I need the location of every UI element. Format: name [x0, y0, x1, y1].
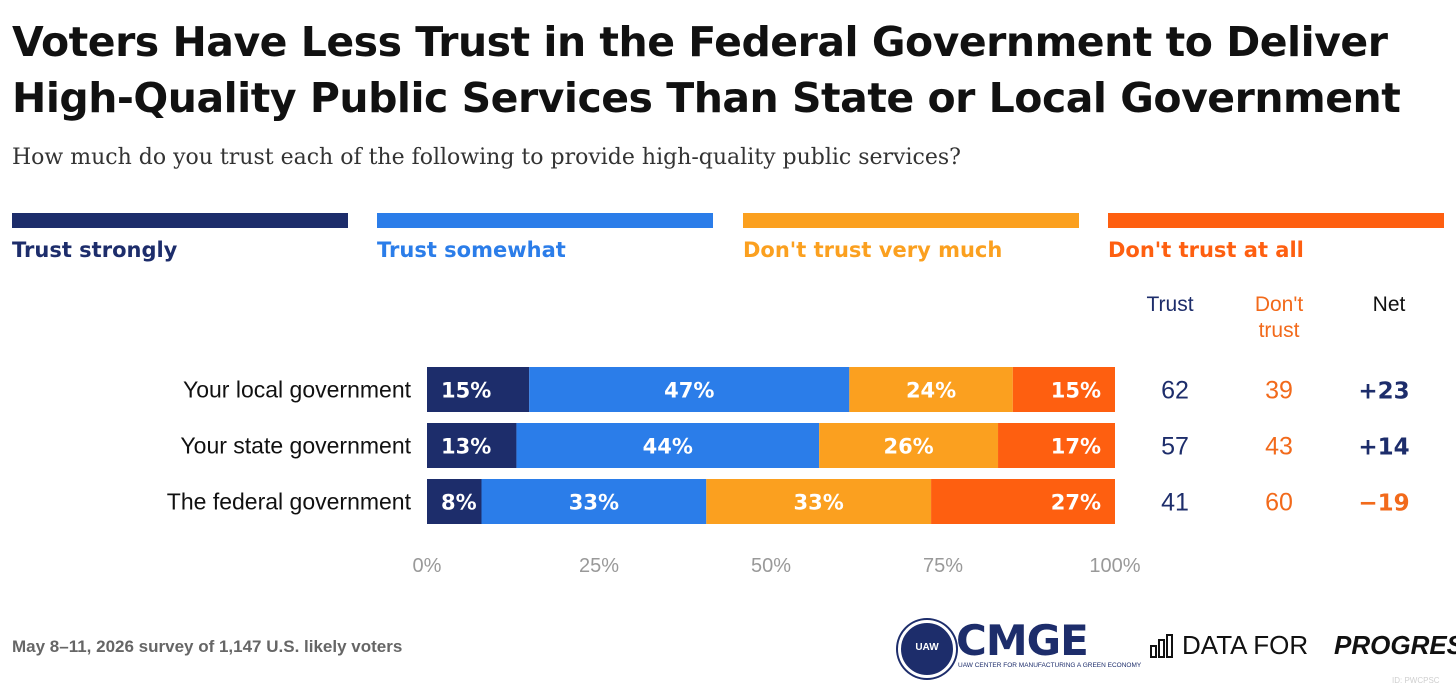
bar-segment — [998, 423, 1115, 468]
bar-data-label: 27% — [1051, 491, 1101, 515]
bar-data-label: 33% — [569, 491, 619, 515]
dont-trust-value: 60 — [1265, 489, 1293, 517]
bar-segment — [427, 479, 482, 524]
bar-segment — [819, 423, 999, 468]
x-tick-label: 25% — [579, 555, 619, 577]
dfp-wordmark-plain: DATA FOR — [1182, 630, 1309, 660]
legend-swatch-trust-strongly — [12, 213, 348, 228]
legend-dont-trust-very-much: Don't trust very much — [743, 213, 1079, 262]
bar-data-label: 44% — [643, 435, 693, 459]
trust-value: 57 — [1161, 433, 1189, 461]
x-tick-label: 50% — [751, 555, 791, 577]
footnote: May 8–11, 2026 survey of 1,147 U.S. like… — [12, 637, 403, 656]
category-label: Your local government — [183, 377, 412, 403]
legend-trust-strongly: Trust strongly — [12, 213, 348, 262]
legend-label-trust-somewhat: Trust somewhat — [377, 238, 566, 262]
bar-segment — [481, 479, 707, 524]
bar-data-label: 15% — [1051, 379, 1101, 403]
category-label: The federal government — [167, 489, 412, 515]
legend-swatch-trust-somewhat — [377, 213, 713, 228]
chart-subtitle: How much do you trust each of the follow… — [12, 145, 961, 170]
dont-trust-value: 43 — [1265, 433, 1293, 461]
bar-segment — [427, 423, 517, 468]
x-tick-label: 75% — [923, 555, 963, 577]
bar-data-label: 26% — [883, 435, 933, 459]
trust-value: 41 — [1161, 489, 1189, 517]
dfp-wordmark-bold: PROGRESS — [1334, 630, 1456, 660]
bar-chart-icon — [1150, 634, 1173, 658]
bar-data-label: 17% — [1051, 435, 1101, 459]
bar-data-label: 13% — [441, 435, 491, 459]
legend-dont-trust-at-all: Don't trust at all — [1108, 213, 1444, 262]
uaw-seal-icon: UAW — [898, 620, 956, 678]
cmge-tagline: UAW CENTER FOR MANUFACTURING A GREEN ECO… — [958, 662, 1142, 669]
stacked-bar-chart: Your local government 15% 47% 24% 15% 62 39 +23… — [167, 367, 1410, 577]
bar-segment — [706, 479, 932, 524]
net-value: −19 — [1358, 491, 1409, 517]
uaw-seal-text: UAW — [915, 642, 939, 653]
chart-id: ID: PWCPSC — [1392, 676, 1440, 685]
net-value: +23 — [1358, 379, 1409, 405]
chart-title: Voters Have Less Trust in the Federal Go… — [12, 18, 1401, 122]
bar-segment — [931, 479, 1115, 524]
column-header-net: Net — [1372, 293, 1406, 316]
net-value: +14 — [1358, 435, 1409, 461]
legend-label-dont-trust-very-much: Don't trust very much — [743, 238, 1003, 262]
trust-value: 62 — [1161, 377, 1189, 405]
bar-segment — [529, 367, 850, 412]
bar-segment — [516, 423, 820, 468]
cmge-wordmark: CMGE — [956, 616, 1089, 665]
legend-swatch-dont-trust-at-all — [1108, 213, 1444, 228]
data-for-progress-logo: DATA FOR PROGRESS — [1150, 630, 1456, 664]
x-tick-label: 0% — [413, 555, 442, 577]
category-label: Your state government — [180, 433, 411, 459]
legend-swatch-dont-trust-very-much — [743, 213, 1079, 228]
column-header-dont-trust: Don't trust — [1254, 293, 1304, 342]
bar-data-label: 15% — [441, 379, 491, 403]
cmge-logo: UAW CMGE UAW CENTER FOR MANUFACTURING A … — [898, 616, 1141, 678]
column-header-trust: Trust — [1146, 293, 1194, 316]
legend-trust-somewhat: Trust somewhat — [377, 213, 713, 262]
legend-label-dont-trust-at-all: Don't trust at all — [1108, 238, 1304, 262]
bar-segment — [1012, 367, 1115, 412]
x-tick-label: 100% — [1089, 555, 1140, 577]
bar-data-label: 24% — [906, 379, 956, 403]
bar-segment — [849, 367, 1013, 412]
bar-data-label: 47% — [664, 379, 714, 403]
dont-trust-value: 39 — [1265, 377, 1293, 405]
legend-label-trust-strongly: Trust strongly — [12, 238, 178, 262]
bar-data-label: 8% — [441, 491, 477, 515]
bar-segment — [427, 367, 530, 412]
bar-data-label: 33% — [794, 491, 844, 515]
